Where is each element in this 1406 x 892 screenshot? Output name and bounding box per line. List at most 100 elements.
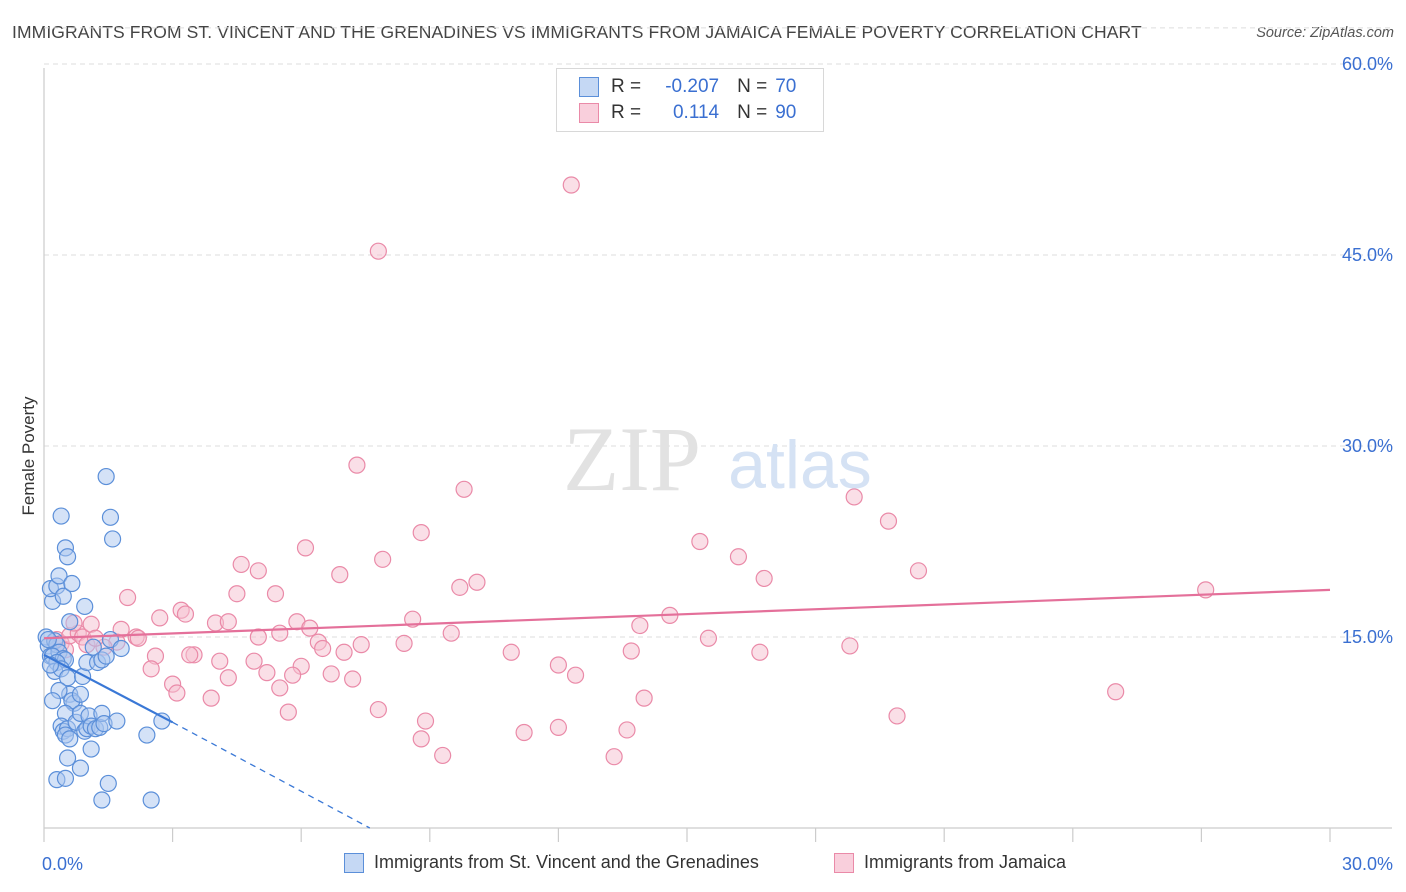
trend-line-st-vincent bbox=[43, 653, 174, 724]
st-vincent-point-63 bbox=[99, 774, 117, 793]
st-vincent-point-6 bbox=[50, 567, 68, 585]
st-vincent-point-59 bbox=[101, 508, 120, 526]
jamaica-point-32 bbox=[442, 624, 460, 642]
jamaica-point-67 bbox=[566, 666, 585, 684]
watermark-atlas: atlas bbox=[728, 427, 872, 503]
tick-labels: 15.0% 30.0% 45.0% 60.0% 0.0% 30.0% bbox=[42, 54, 1393, 874]
stats-n-value-jamaica: 90 bbox=[775, 102, 797, 123]
jamaica-point-19 bbox=[228, 585, 246, 603]
jamaica-point-78 bbox=[434, 746, 452, 765]
st-vincent-point-62 bbox=[71, 759, 90, 777]
trend-line-jamaica bbox=[43, 588, 1331, 640]
st-vincent-point-60 bbox=[103, 530, 122, 548]
legend-label-jamaica: Immigrants from Jamaica bbox=[864, 852, 1067, 872]
st-vincent-point-35 bbox=[58, 749, 77, 767]
jamaica-point-11 bbox=[909, 562, 928, 580]
jamaica-point-44 bbox=[395, 634, 413, 652]
jamaica-point-47 bbox=[699, 629, 718, 647]
jamaica-point-68 bbox=[635, 689, 653, 707]
jamaica-point-64 bbox=[168, 684, 186, 702]
st-vincent-point-57 bbox=[108, 712, 126, 730]
jamaica-point-9 bbox=[729, 548, 748, 566]
jamaica-point-73 bbox=[549, 718, 568, 737]
x-tick-label-0: 0.0% bbox=[42, 854, 83, 874]
jamaica-point-59 bbox=[344, 670, 362, 688]
jamaica-point-55 bbox=[245, 652, 263, 670]
st-vincent-point-56 bbox=[112, 639, 130, 658]
jamaica-point-52 bbox=[181, 646, 199, 664]
jamaica-point-71 bbox=[416, 712, 435, 730]
jamaica-point-14 bbox=[331, 566, 349, 584]
jamaica-point-3 bbox=[455, 480, 473, 498]
jamaica-point-56 bbox=[258, 664, 276, 682]
y-tick-label-2: 45.0% bbox=[1342, 245, 1393, 265]
jamaica-point-16 bbox=[451, 578, 469, 596]
y-tick-label-1: 30.0% bbox=[1342, 436, 1393, 456]
jamaica-point-15 bbox=[468, 573, 486, 591]
st-vincent-point-54 bbox=[97, 647, 115, 665]
stats-swatch-pink bbox=[579, 103, 599, 123]
legend-swatch-pink bbox=[834, 852, 854, 873]
jamaica-point-69 bbox=[369, 700, 387, 719]
jamaica-point-77 bbox=[888, 707, 906, 725]
st-vincent-point-8 bbox=[61, 613, 79, 631]
series-st-vincent-points bbox=[37, 467, 171, 809]
jamaica-point-34 bbox=[249, 628, 267, 646]
jamaica-point-2 bbox=[348, 456, 366, 474]
jamaica-point-4 bbox=[845, 488, 863, 506]
jamaica-point-48 bbox=[751, 643, 769, 661]
legend-swatch-blue bbox=[344, 852, 364, 873]
jamaica-point-53 bbox=[142, 660, 160, 678]
trend-line-st-vincent-extension bbox=[172, 721, 371, 829]
jamaica-point-12 bbox=[232, 555, 250, 574]
jamaica-point-60 bbox=[219, 669, 237, 687]
jamaica-point-13 bbox=[249, 562, 267, 580]
jamaica-point-5 bbox=[879, 512, 898, 530]
jamaica-point-21 bbox=[118, 588, 137, 607]
y-tick-label-3: 60.0% bbox=[1342, 54, 1393, 74]
stats-r-label: R = bbox=[611, 102, 642, 123]
st-vincent-point-64 bbox=[93, 791, 111, 809]
jamaica-point-30 bbox=[631, 616, 649, 635]
stats-swatch-blue bbox=[579, 77, 599, 97]
jamaica-point-24 bbox=[151, 609, 169, 627]
stats-r-value-st-vincent: -0.207 bbox=[665, 76, 720, 97]
st-vincent-point-9 bbox=[63, 574, 81, 593]
jamaica-point-79 bbox=[618, 721, 636, 739]
jamaica-point-43 bbox=[335, 643, 353, 661]
legend: Immigrants from St. Vincent and the Gren… bbox=[0, 852, 1406, 878]
st-vincent-point-34 bbox=[61, 730, 79, 748]
axes bbox=[43, 68, 1392, 842]
st-vincent-point-65 bbox=[142, 791, 160, 809]
source-label: Source: ZipAtlas.com bbox=[1256, 25, 1394, 41]
jamaica-point-6 bbox=[412, 523, 430, 542]
jamaica-point-75 bbox=[605, 748, 623, 766]
jamaica-point-58 bbox=[322, 665, 340, 683]
st-vincent-point-28 bbox=[71, 685, 90, 703]
jamaica-point-35 bbox=[271, 624, 289, 642]
jamaica-point-49 bbox=[841, 637, 859, 655]
st-vincent-point-10 bbox=[52, 507, 70, 525]
jamaica-point-65 bbox=[202, 689, 220, 707]
jamaica-point-26 bbox=[219, 613, 237, 631]
st-vincent-point-25 bbox=[43, 692, 62, 710]
stats-n-value-st-vincent: 70 bbox=[775, 76, 797, 97]
x-tick-label-1: 30.0% bbox=[1342, 854, 1393, 874]
watermark: ZIP atlas bbox=[563, 408, 872, 510]
jamaica-point-45 bbox=[502, 643, 520, 661]
jamaica-point-72 bbox=[515, 723, 533, 742]
legend-label-st-vincent: Immigrants from St. Vincent and the Gren… bbox=[374, 852, 759, 872]
jamaica-point-0 bbox=[562, 176, 580, 194]
stats-r-label: R = bbox=[611, 76, 642, 97]
jamaica-point-1 bbox=[369, 242, 387, 260]
stats-row-jamaica: R = 0.114 N = 90 bbox=[579, 100, 796, 126]
jamaica-point-20 bbox=[266, 585, 285, 603]
jamaica-point-7 bbox=[296, 539, 315, 557]
st-vincent-point-67 bbox=[153, 712, 171, 730]
st-vincent-point-58 bbox=[97, 467, 115, 486]
stats-n-label: N = bbox=[737, 102, 768, 123]
st-vincent-point-7 bbox=[54, 587, 72, 605]
jamaica-point-42 bbox=[352, 636, 370, 654]
trend-lines bbox=[43, 588, 1331, 829]
